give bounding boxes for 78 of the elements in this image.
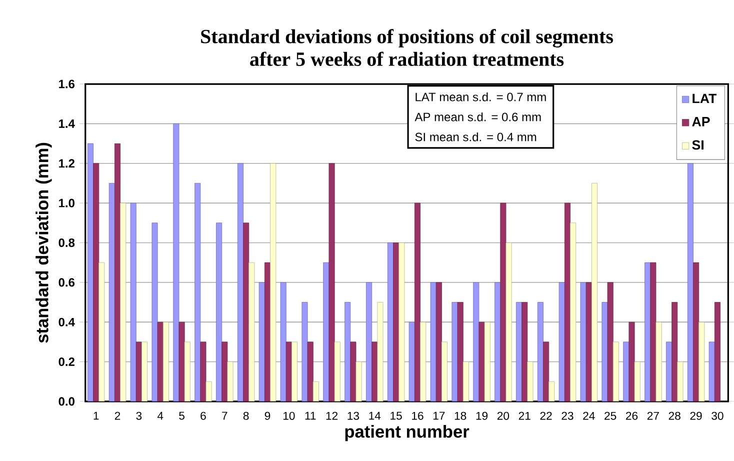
y-tick-label: 0.4 xyxy=(58,318,75,326)
bar xyxy=(543,341,550,402)
y-tick-label: 0.6 xyxy=(58,278,75,286)
y-tick-label: 1.2 xyxy=(59,158,74,168)
x-tick-label: 5 xyxy=(179,412,184,420)
bar xyxy=(178,322,185,402)
x-tick-label: 16 xyxy=(412,412,424,420)
y-axis-title: standard deviation (mm) xyxy=(36,142,52,343)
bar xyxy=(286,341,292,402)
x-tick-label: 1 xyxy=(94,412,99,420)
bar xyxy=(478,322,485,402)
x-tick-label: 18 xyxy=(454,412,466,420)
y-tick-label: 1.6 xyxy=(59,80,75,88)
y-tick-label: 1.0 xyxy=(59,198,74,208)
x-tick-label: 15 xyxy=(390,412,402,420)
bar xyxy=(222,341,228,402)
bar xyxy=(714,302,720,402)
x-tick-label: 14 xyxy=(369,412,381,420)
bar xyxy=(436,282,442,402)
x-tick-label: 13 xyxy=(348,412,360,420)
x-tick-label: 7 xyxy=(222,412,228,420)
x-tick-label: 25 xyxy=(604,412,616,420)
bar xyxy=(157,322,164,402)
bar xyxy=(264,262,270,402)
bar xyxy=(307,341,314,402)
legend-label: LAT xyxy=(692,94,717,103)
x-tick-label: 3 xyxy=(136,412,142,420)
bar xyxy=(650,262,656,402)
x-tick-label: 17 xyxy=(433,412,445,420)
y-tick-label: 0.8 xyxy=(58,238,75,247)
bar xyxy=(136,341,142,402)
x-tick-label: 27 xyxy=(647,412,659,420)
x-tick-label: 20 xyxy=(497,412,510,420)
bar xyxy=(607,282,614,402)
annotation: LAT mean s.d. = 0.7 mm xyxy=(416,92,546,102)
bar xyxy=(672,302,678,402)
bar xyxy=(457,302,464,402)
bar xyxy=(393,242,400,402)
x-tick-label: 12 xyxy=(326,412,338,420)
bar xyxy=(93,162,100,402)
x-tick-label: 22 xyxy=(540,412,552,420)
bar xyxy=(414,202,420,402)
y-tick-label: 0.0 xyxy=(58,396,74,406)
bar xyxy=(114,143,120,402)
annotation: AP mean s.d. = 0.6 mm xyxy=(414,112,541,122)
x-tick-label: 10 xyxy=(283,412,295,420)
x-tick-label: 11 xyxy=(305,412,316,420)
x-tick-label: 30 xyxy=(712,412,724,420)
x-tick-label: 9 xyxy=(264,412,270,420)
bar xyxy=(328,162,335,402)
y-tick-label: 0.2 xyxy=(58,357,74,366)
bar xyxy=(564,202,570,402)
y-tick-label: 1.4 xyxy=(59,119,75,128)
bar xyxy=(200,341,206,402)
x-tick-label: 6 xyxy=(200,412,206,420)
x-axis-title: patient number xyxy=(345,424,470,441)
x-tick-label: 2 xyxy=(114,412,120,420)
bar xyxy=(243,222,250,402)
x-tick-label: 29 xyxy=(690,412,702,420)
bar xyxy=(628,322,635,402)
bar xyxy=(372,341,378,402)
x-tick-label: 26 xyxy=(626,412,638,420)
x-tick-label: 21 xyxy=(518,412,530,420)
x-tick-label: 19 xyxy=(476,412,488,420)
x-tick-label: 23 xyxy=(562,412,574,420)
legend-label: SI xyxy=(692,140,704,150)
annotation: SI mean s.d. = 0.4 mm xyxy=(415,132,536,142)
x-tick-label: 24 xyxy=(583,412,595,420)
x-tick-label: 28 xyxy=(668,412,680,420)
bar xyxy=(500,202,506,402)
bar xyxy=(693,262,700,402)
bar xyxy=(350,341,356,402)
bar xyxy=(586,282,592,402)
bar xyxy=(522,302,528,402)
legend-label: AP xyxy=(692,116,710,126)
x-tick-label: 8 xyxy=(243,412,249,420)
x-tick-label: 4 xyxy=(157,412,164,420)
chart-title: Standard deviations of positions of coil segments after 5 weeks of radiation treatments xyxy=(201,28,613,66)
